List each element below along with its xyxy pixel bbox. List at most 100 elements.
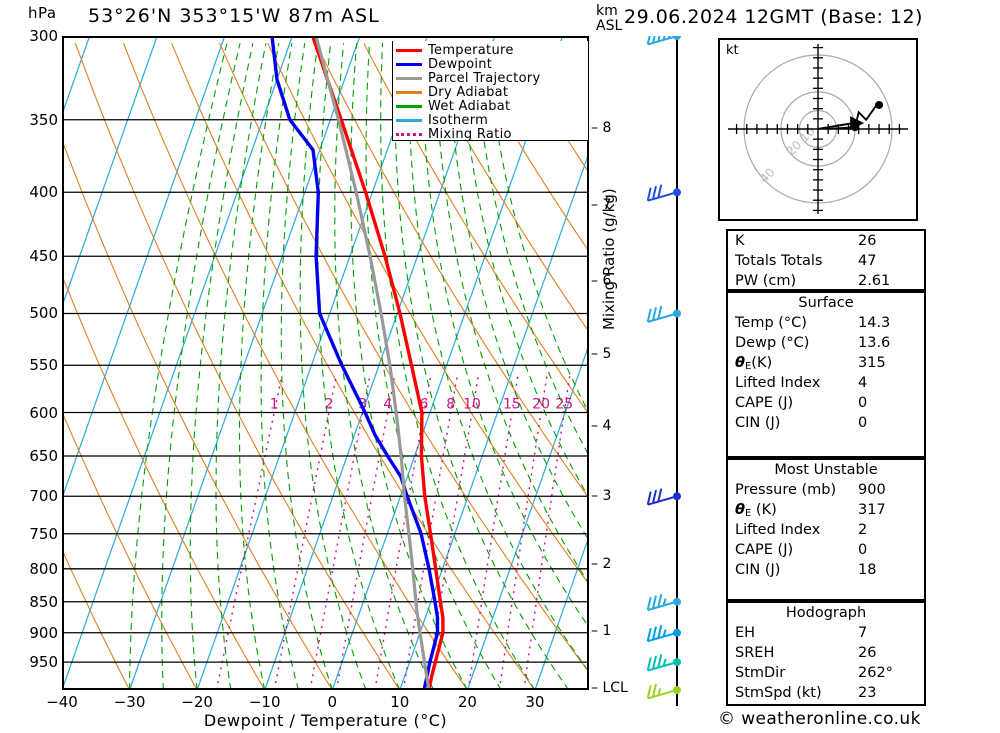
legend-label: Dewpoint <box>428 56 493 72</box>
height-tick-5: – 5 <box>591 346 612 363</box>
temperature-tick-30: 30 <box>525 693 545 711</box>
legend-item-dewpoint: Dewpoint <box>396 56 588 72</box>
index-value: 900 <box>858 482 886 498</box>
legend-label: Dry Adiabat <box>428 84 509 100</box>
index-value: 18 <box>858 562 877 578</box>
legend-swatch-2 <box>396 76 422 80</box>
indices-panel-surface: Surface Temp (°C) 14.3 Dewp (°C) 13.6 θE(K) 31… <box>726 291 926 458</box>
svg-text:15: 15 <box>503 397 521 413</box>
legend-item-dry-adiabat: Dry Adiabat <box>396 84 588 100</box>
index-row-cin-j: CIN (J) 0 <box>728 413 924 433</box>
svg-text:20: 20 <box>532 397 550 413</box>
pressure-tick-550: 550 <box>29 356 58 375</box>
svg-text:20: 20 <box>784 138 805 159</box>
height-tick-4: – 4 <box>591 418 612 435</box>
index-row-temp-c: Temp (°C) 14.3 <box>728 313 924 333</box>
index-value: 315 <box>858 355 886 371</box>
lcl-marker: – LCL <box>591 680 628 696</box>
index-label: θE (K) <box>735 502 777 519</box>
svg-text:25: 25 <box>555 397 573 413</box>
indices-panel-most-unstable: Most Unstable Pressure (mb) 900 θE (K) 317 Li… <box>726 458 926 601</box>
hodograph-plot: 10 20 40 <box>718 38 918 221</box>
x-axis-title: Dewpoint / Temperature (°C) <box>203 711 448 730</box>
run-timestamp: 29.06.2024 12GMT (Base: 12) <box>624 6 923 28</box>
svg-text:10: 10 <box>463 397 481 413</box>
index-row-cin-j: CIN (J) 18 <box>728 560 924 580</box>
index-row-eh: EH 7 <box>728 623 924 643</box>
legend-item-wet-adiabat: Wet Adiabat <box>396 98 588 114</box>
legend-swatch-4 <box>396 104 422 108</box>
height-tick-8: – 8 <box>591 119 612 136</box>
indices-panel-basic: K 26 Totals Totals 47 PW (cm) 2.61 <box>726 229 926 291</box>
svg-text:6: 6 <box>420 397 429 413</box>
index-value: 0 <box>858 415 868 431</box>
pressure-tick-650: 650 <box>29 446 58 465</box>
index-label: EH <box>735 625 756 641</box>
legend-swatch-1 <box>396 62 422 66</box>
wind-barb-column <box>646 36 681 706</box>
height-unit-label: km ASL <box>596 4 622 34</box>
index-value: 262° <box>858 665 893 681</box>
svg-text:4: 4 <box>383 397 392 413</box>
height-unit-line2: ASL <box>596 18 623 34</box>
wind-barb-850 <box>646 593 681 612</box>
svg-text:1: 1 <box>270 397 279 413</box>
index-row-k: K 26 <box>728 231 924 251</box>
index-label: Totals Totals <box>735 253 823 269</box>
storm-motion-arrow <box>817 116 865 131</box>
index-value: 47 <box>858 253 877 269</box>
temperature-tick--30: −30 <box>113 693 146 711</box>
index-value: 0 <box>858 395 868 411</box>
copyright-label: © weatheronline.co.uk <box>718 709 921 729</box>
index-row-e-k: θE (K) 317 <box>728 500 924 520</box>
legend-label: Temperature <box>428 42 514 58</box>
pressure-tick-750: 750 <box>29 524 58 543</box>
legend-item-parcel-trajectory: Parcel Trajectory <box>396 71 588 86</box>
legend-swatch-0 <box>396 48 422 52</box>
temperature-tick-20: 20 <box>457 693 477 711</box>
legend-label: Wet Adiabat <box>428 98 511 114</box>
wind-barb-400 <box>646 184 681 202</box>
legend: Temperature Dewpoint Parcel Trajectory Dry … <box>392 41 588 142</box>
pressure-tick-350: 350 <box>29 110 58 129</box>
index-row-lifted-index: Lifted Index 4 <box>728 373 924 393</box>
height-tick-1: – 1 <box>591 623 612 639</box>
pressure-tick-700: 700 <box>29 487 58 506</box>
legend-label: Mixing Ratio <box>428 126 512 142</box>
index-row-sreh: SREH 26 <box>728 643 924 663</box>
legend-swatch-6 <box>396 132 422 136</box>
index-value: 14.3 <box>858 315 891 331</box>
index-label: Lifted Index <box>735 375 821 391</box>
legend-swatch-3 <box>396 90 422 94</box>
temperature-tick--40: −40 <box>46 693 78 711</box>
panel-heading: Most Unstable <box>774 462 878 478</box>
panel-heading: Surface <box>798 295 854 311</box>
index-label: θE(K) <box>735 355 773 372</box>
pressure-tick-850: 850 <box>29 592 58 611</box>
index-value: 4 <box>858 375 868 391</box>
index-label: Pressure (mb) <box>735 482 837 498</box>
pressure-tick-800: 800 <box>29 559 58 578</box>
legend-label: Isotherm <box>428 112 489 128</box>
legend-item-temperature: Temperature <box>396 42 588 58</box>
index-row-cape-j: CAPE (J) 0 <box>728 540 924 560</box>
index-label: Dewp (°C) <box>735 335 810 351</box>
pressure-axis: 300 350 400 450 500 550 600 650 700 750 800 850 900 9… <box>0 27 58 690</box>
legend-item-isotherm: Isotherm <box>396 112 588 128</box>
svg-text:2: 2 <box>324 397 333 413</box>
height-tick-6: – 6 <box>591 272 612 289</box>
height-unit-line1: km <box>596 3 618 19</box>
pressure-tick-300: 300 <box>29 27 58 45</box>
index-row-e-k: θE(K) 315 <box>728 353 924 373</box>
temperature-tick-10: 10 <box>390 693 410 711</box>
index-row-totals-totals: Totals Totals 47 <box>728 251 924 271</box>
skewt-plot-frame <box>62 36 589 690</box>
mixing-ratio-axis-title: Mixing Ratio (g/kg) <box>600 188 618 330</box>
index-label: K <box>735 233 745 249</box>
index-value: 317 <box>858 502 886 518</box>
pressure-unit-label: hPa <box>28 4 57 22</box>
pressure-tick-400: 400 <box>29 183 58 202</box>
index-row-lifted-index: Lifted Index 2 <box>728 520 924 540</box>
index-label: PW (cm) <box>735 273 797 289</box>
